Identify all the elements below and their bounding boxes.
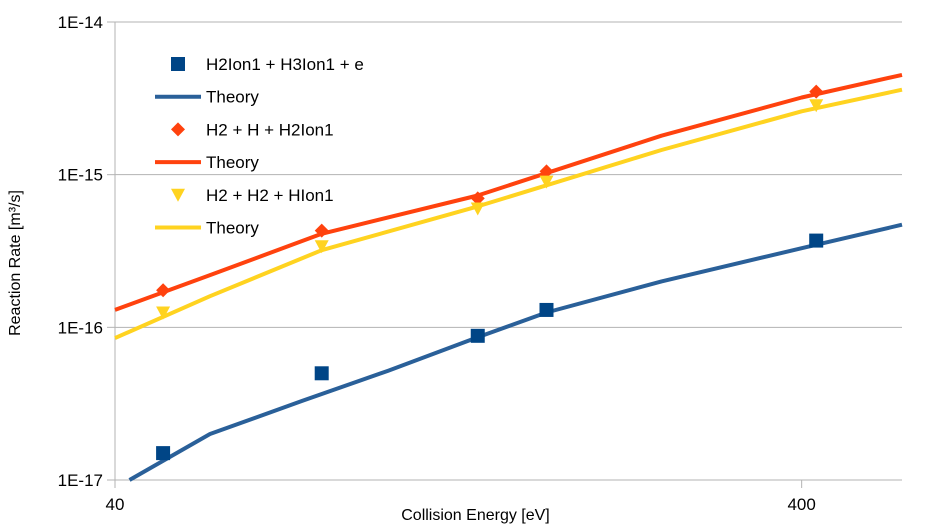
legend: H2Ion1 + H3Ion1 + e Theory H2 + H + H2Ion1… [155,55,364,238]
x-tick-label: 400 [787,495,815,514]
data-point [809,84,824,99]
legend-item: Theory [155,153,259,172]
legend-label: Theory [206,219,259,238]
legend-label: Theory [206,153,259,172]
y-tick-label: 1E-14 [58,13,103,32]
series-points-2 [156,84,824,298]
y-tick-label: 1E-15 [58,166,103,185]
legend-label: H2 + H + H2Ion1 [206,120,334,139]
legend-marker-swatch [171,122,185,137]
data-point [314,366,329,381]
y-tick-label: 1E-16 [58,318,103,337]
data-point [156,306,171,320]
data-point [156,446,171,461]
data-point [470,191,485,206]
legend-marker-swatch [171,188,185,202]
x-tick-label: 40 [106,495,125,514]
data-point [470,202,485,216]
series-points-0 [156,233,824,461]
legend-label: H2 + H2 + HIon1 [206,186,334,205]
data-point [809,233,824,248]
data-point [539,175,554,189]
legend-label: H2Ion1 + H3Ion1 + e [206,55,364,74]
data-point [539,164,554,179]
data-point [539,302,554,317]
data-point [809,99,824,113]
legend-item: Theory [155,88,259,107]
legend-marker-swatch [171,57,185,71]
data-series [114,72,903,482]
data-point [156,283,171,298]
legend-item: Theory [155,219,259,238]
data-point [470,328,485,343]
y-axis-title: Reaction Rate [m³/s] [7,190,24,336]
legend-item: H2Ion1 + H3Ion1 + e [171,55,364,74]
data-point [314,223,329,238]
legend-label: Theory [206,88,259,107]
data-point [314,240,329,254]
legend-item: H2 + H + H2Ion1 [171,120,334,139]
legend-item: H2 + H2 + HIon1 [171,186,334,205]
series-points-4 [156,99,824,320]
x-axis-title: Collision Energy [eV] [401,507,550,524]
y-tick-label: 1E-17 [58,471,103,490]
